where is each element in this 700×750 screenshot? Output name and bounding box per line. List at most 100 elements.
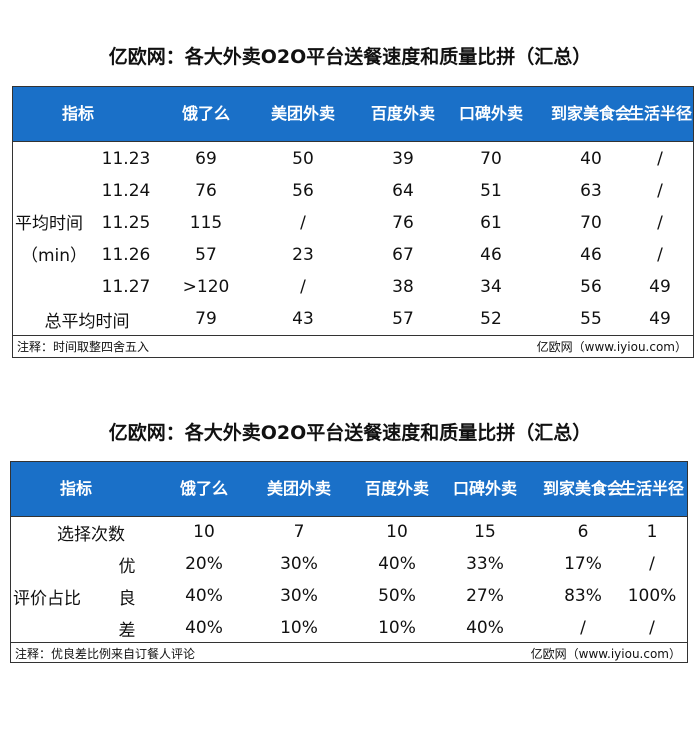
cell: 50 bbox=[292, 149, 314, 169]
cell: 115 bbox=[189, 213, 223, 233]
row-label: 优 bbox=[118, 556, 136, 577]
cell: 10 bbox=[386, 522, 408, 542]
cell: / bbox=[300, 277, 306, 297]
cell: 50% bbox=[378, 586, 416, 606]
table-row: 总平均时间 79 43 57 52 55 49 bbox=[13, 303, 693, 335]
table-row: 良 40% 30% 50% 27% 83% 100% bbox=[11, 580, 687, 612]
row-label: 11.24 bbox=[101, 181, 151, 201]
table1-title: 亿欧网：各大外卖O2O平台送餐速度和质量比拼（汇总） bbox=[108, 46, 592, 68]
table2-header-baidu: 百度外卖 bbox=[364, 479, 429, 498]
cell: 17% bbox=[564, 554, 602, 574]
cell: 79 bbox=[195, 309, 217, 329]
cell: 69 bbox=[195, 149, 217, 169]
cell: 38 bbox=[392, 277, 414, 297]
table-row: 差 40% 10% 10% 40% / / bbox=[11, 612, 687, 644]
cell: 34 bbox=[480, 277, 502, 297]
table1-footer: 注释：时间取整四舍五入 亿欧网（www.iyiou.com） bbox=[13, 335, 693, 356]
table2: 指标 饿了么 美团外卖 百度外卖 口碑外卖 到家美食会 生活半径 评价占比 选择… bbox=[10, 461, 688, 663]
cell: 30% bbox=[280, 586, 318, 606]
table1-stub-unit: （min） bbox=[21, 246, 88, 266]
cell: 39 bbox=[392, 149, 414, 169]
cell: 15 bbox=[474, 522, 496, 542]
cell: 27% bbox=[466, 586, 504, 606]
cell: 40% bbox=[466, 618, 504, 638]
table2-header: 指标 饿了么 美团外卖 百度外卖 口碑外卖 到家美食会 生活半径 bbox=[11, 462, 687, 517]
cell: 43 bbox=[292, 309, 314, 329]
cell: / bbox=[657, 213, 663, 233]
table1: 指标 饿了么 美团外卖 百度外卖 口碑外卖 到家美食会 生活半径 平均时间 （m… bbox=[12, 86, 694, 358]
cell: 7 bbox=[293, 522, 305, 542]
row-label: 良 bbox=[118, 588, 136, 609]
cell: 83% bbox=[564, 586, 602, 606]
cell: 33% bbox=[466, 554, 504, 574]
table1-header-indicator: 指标 bbox=[61, 104, 94, 123]
table2-header-shenghuo: 生活半径 bbox=[619, 479, 684, 498]
table1-header: 指标 饿了么 美团外卖 百度外卖 口碑外卖 到家美食会 生活半径 bbox=[13, 87, 693, 142]
table2-header-meituan: 美团外卖 bbox=[266, 479, 331, 498]
cell: / bbox=[649, 618, 655, 638]
cell: 1 bbox=[646, 522, 658, 542]
cell: / bbox=[580, 618, 586, 638]
cell: / bbox=[649, 554, 655, 574]
cell: 10% bbox=[378, 618, 416, 638]
cell: 76 bbox=[195, 181, 217, 201]
table1-header-koubei: 口碑外卖 bbox=[458, 104, 523, 123]
cell: 57 bbox=[195, 245, 217, 265]
table2-stub-rating: 评价占比 bbox=[13, 589, 81, 609]
cell: 70 bbox=[480, 149, 502, 169]
cell: 6 bbox=[577, 522, 589, 542]
table1-header-meituan: 美团外卖 bbox=[270, 104, 335, 123]
cell: 100% bbox=[627, 586, 677, 606]
cell: 76 bbox=[392, 213, 414, 233]
table2-header-indicator: 指标 bbox=[59, 479, 92, 498]
cell: 49 bbox=[649, 309, 671, 329]
table-row: 选择次数 10 7 10 15 6 1 bbox=[11, 516, 687, 548]
cell: / bbox=[657, 245, 663, 265]
cell: 49 bbox=[649, 277, 671, 297]
cell: 10 bbox=[193, 522, 215, 542]
table2-header-koubei: 口碑外卖 bbox=[452, 479, 517, 498]
cell: / bbox=[300, 213, 306, 233]
row-label: 选择次数 bbox=[57, 524, 125, 545]
row-label: 11.23 bbox=[101, 149, 151, 169]
table-row: 11.27 >120 / 38 34 56 49 bbox=[13, 271, 693, 303]
cell: 63 bbox=[580, 181, 602, 201]
row-label: 总平均时间 bbox=[44, 311, 130, 332]
cell: 70 bbox=[580, 213, 602, 233]
cell: 46 bbox=[580, 245, 602, 265]
table-row: 11.24 76 56 64 51 63 / bbox=[13, 175, 693, 207]
cell: 61 bbox=[480, 213, 502, 233]
table1-source: 亿欧网（www.iyiou.com） bbox=[536, 340, 687, 354]
cell: 20% bbox=[185, 554, 223, 574]
table2-footer: 注释：优良差比例来自订餐人评论 亿欧网（www.iyiou.com） bbox=[11, 642, 687, 663]
table2-header-eleme: 饿了么 bbox=[179, 479, 228, 498]
cell: >120 bbox=[182, 277, 230, 297]
cell: 56 bbox=[580, 277, 602, 297]
cell: 23 bbox=[292, 245, 314, 265]
cell: 52 bbox=[480, 309, 502, 329]
table1-header-baidu: 百度外卖 bbox=[370, 104, 435, 123]
table-row: 优 20% 30% 40% 33% 17% / bbox=[11, 548, 687, 580]
cell: 40% bbox=[378, 554, 416, 574]
cell: 55 bbox=[580, 309, 602, 329]
table2-title: 亿欧网：各大外卖O2O平台送餐速度和质量比拼（汇总） bbox=[108, 422, 592, 444]
table1-header-shenghuo: 生活半径 bbox=[627, 104, 692, 123]
cell: / bbox=[657, 181, 663, 201]
cell: 40% bbox=[185, 618, 223, 638]
cell: 40 bbox=[580, 149, 602, 169]
table-row: 11.23 69 50 39 70 40 / bbox=[13, 143, 693, 175]
table-row: 11.26 57 23 67 46 46 / bbox=[13, 239, 693, 271]
table2-note: 注释：优良差比例来自订餐人评论 bbox=[15, 647, 196, 661]
cell: 46 bbox=[480, 245, 502, 265]
cell: 30% bbox=[280, 554, 318, 574]
table2-source: 亿欧网（www.iyiou.com） bbox=[530, 647, 681, 661]
table1-stub-avg-time: 平均时间 bbox=[15, 214, 83, 234]
cell: 56 bbox=[292, 181, 314, 201]
cell: 10% bbox=[280, 618, 318, 638]
cell: 51 bbox=[480, 181, 502, 201]
row-label: 11.26 bbox=[101, 245, 151, 265]
table1-header-daojia: 到家美食会 bbox=[551, 104, 632, 123]
row-label: 差 bbox=[118, 620, 136, 641]
row-label: 11.25 bbox=[101, 213, 151, 233]
cell: 57 bbox=[392, 309, 414, 329]
